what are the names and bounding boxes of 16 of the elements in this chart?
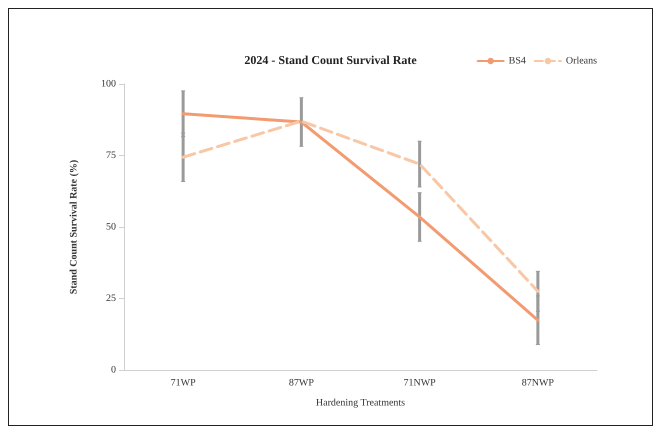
- chart-title: 2024 - Stand Count Survival Rate: [244, 53, 418, 67]
- legend-label: Orleans: [566, 56, 598, 66]
- legend-label: BS4: [508, 56, 526, 66]
- y-tick-label: 25: [106, 293, 116, 304]
- x-tick-label: 87WP: [288, 378, 314, 388]
- x-axis-title: Hardening Treatments: [316, 398, 406, 408]
- line-series: [182, 120, 540, 293]
- line-series: [182, 112, 540, 322]
- y-tick-label: 75: [106, 150, 116, 161]
- y-axis-title: Stand Count Survival Rate (%): [68, 160, 80, 294]
- y-tick-label: 0: [111, 364, 116, 376]
- x-tick-label: 87NWP: [522, 378, 554, 388]
- y-tick-label: 100: [101, 78, 116, 90]
- x-tick-label: 71NWP: [404, 378, 436, 388]
- x-tick-label: 71WP: [170, 378, 196, 388]
- y-tick-label: 50: [106, 222, 116, 232]
